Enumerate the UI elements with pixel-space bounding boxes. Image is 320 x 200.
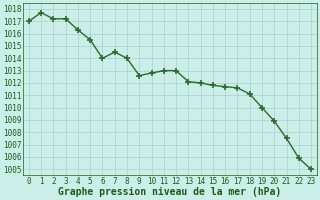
- X-axis label: Graphe pression niveau de la mer (hPa): Graphe pression niveau de la mer (hPa): [58, 187, 282, 197]
